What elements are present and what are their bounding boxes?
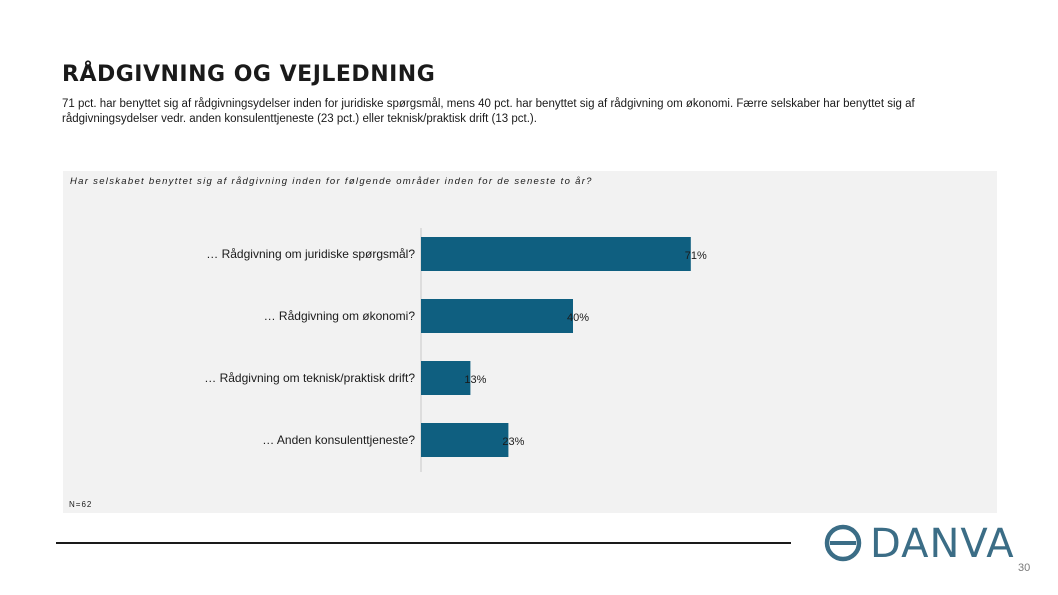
value-label-2: 13% xyxy=(464,374,486,386)
value-label-0: 71% xyxy=(685,250,707,262)
bar-2 xyxy=(421,361,471,395)
category-label-0: … Rådgivning om juridiske spørgsmål? xyxy=(206,247,415,261)
logo-wordmark: DANVA xyxy=(870,521,1015,567)
danva-emblem-icon xyxy=(824,524,862,562)
bar-1 xyxy=(421,299,573,333)
sample-size-label: N=62 xyxy=(69,500,93,509)
page-number: 30 xyxy=(1018,562,1031,574)
danva-logo xyxy=(824,524,862,562)
category-label-2: … Rådgivning om teknisk/praktisk drift? xyxy=(204,371,415,385)
page-title: RÅDGIVNING OG VEJLEDNING xyxy=(62,62,436,87)
category-label-3: … Anden konsulenttjeneste? xyxy=(262,433,415,447)
page-subtitle: 71 pct. har benyttet sig af rådgivningsy… xyxy=(62,98,915,125)
value-label-1: 40% xyxy=(567,312,589,324)
bar-0 xyxy=(421,237,691,271)
bar-3 xyxy=(421,423,509,457)
value-label-3: 23% xyxy=(502,436,524,448)
category-label-1: … Rådgivning om økonomi? xyxy=(264,309,416,323)
footer-divider xyxy=(56,542,791,544)
chart-panel xyxy=(63,171,997,513)
survey-question: Har selskabet benyttet sig af rådgivning… xyxy=(70,176,593,187)
